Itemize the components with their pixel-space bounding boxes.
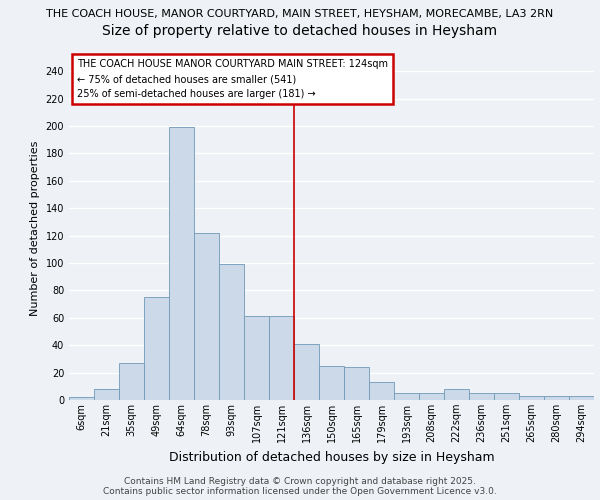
Bar	[444, 389, 469, 400]
Y-axis label: Number of detached properties: Number of detached properties	[30, 141, 40, 316]
Bar	[144, 297, 169, 400]
Bar	[519, 396, 544, 400]
Bar	[569, 396, 594, 400]
Bar	[369, 382, 394, 400]
Text: Size of property relative to detached houses in Heysham: Size of property relative to detached ho…	[103, 24, 497, 38]
X-axis label: Distribution of detached houses by size in Heysham: Distribution of detached houses by size …	[169, 450, 494, 464]
Bar	[119, 363, 144, 400]
Bar	[344, 367, 369, 400]
Bar	[419, 393, 444, 400]
Bar	[194, 233, 219, 400]
Bar	[69, 398, 94, 400]
Bar	[544, 396, 569, 400]
Bar	[469, 393, 494, 400]
Bar	[269, 316, 294, 400]
Bar	[319, 366, 344, 400]
Bar	[494, 393, 519, 400]
Text: THE COACH HOUSE, MANOR COURTYARD, MAIN STREET, HEYSHAM, MORECAMBE, LA3 2RN: THE COACH HOUSE, MANOR COURTYARD, MAIN S…	[46, 9, 554, 19]
Bar	[94, 389, 119, 400]
Bar	[169, 128, 194, 400]
Bar	[294, 344, 319, 400]
Bar	[394, 393, 419, 400]
Text: THE COACH HOUSE MANOR COURTYARD MAIN STREET: 124sqm
← 75% of detached houses are: THE COACH HOUSE MANOR COURTYARD MAIN STR…	[77, 59, 388, 99]
Bar	[219, 264, 244, 400]
Bar	[244, 316, 269, 400]
Text: Contains HM Land Registry data © Crown copyright and database right 2025.
Contai: Contains HM Land Registry data © Crown c…	[103, 476, 497, 496]
